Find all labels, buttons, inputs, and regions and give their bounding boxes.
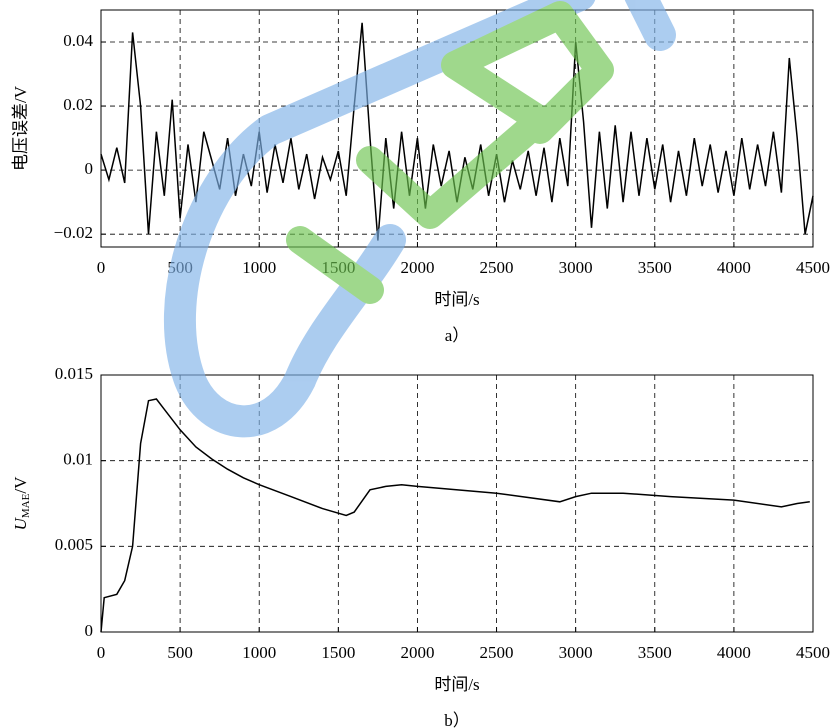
y-tick-label: 0.015 — [55, 364, 93, 383]
x-tick-label: 3000 — [559, 258, 593, 277]
x-tick-label: 3500 — [638, 258, 672, 277]
y-tick-label: −0.02 — [54, 223, 93, 242]
y-tick-label: 0.02 — [63, 95, 93, 114]
x-tick-label: 2000 — [400, 643, 434, 662]
x-tick-label: 1000 — [242, 643, 276, 662]
y-tick-label: 0 — [85, 159, 94, 178]
plot-frame — [100, 374, 814, 633]
x-tick-label: 2000 — [400, 258, 434, 277]
y-tick-label: 0.01 — [63, 450, 93, 469]
x-axis-label: 时间/s — [434, 290, 479, 309]
data-line — [100, 398, 810, 633]
plot-frame — [100, 9, 814, 248]
x-tick-label: 0 — [97, 258, 106, 277]
y-tick-label: 0 — [85, 621, 94, 640]
y-axis-label: 电压误差/V — [11, 85, 30, 171]
x-tick-label: 4000 — [717, 643, 751, 662]
y-tick-label: 0.04 — [63, 31, 93, 50]
watermark — [163, 0, 676, 438]
y-axis-label-sub: MAE — [20, 493, 32, 518]
x-tick-label: 4500 — [796, 643, 830, 662]
watermark-stroke — [163, 0, 676, 438]
x-tick-label: 3500 — [638, 643, 672, 662]
y-tick-label: 0.005 — [55, 535, 93, 554]
x-tick-label: 2500 — [480, 258, 514, 277]
x-tick-label: 3000 — [559, 643, 593, 662]
x-tick-label: 4500 — [796, 258, 830, 277]
x-axis-label: 时间/s — [434, 675, 479, 694]
caption: a） — [445, 326, 470, 345]
y-axis-label: UMAE/V — [11, 476, 32, 530]
caption: b） — [444, 711, 470, 728]
y-axis-label-main: U — [11, 516, 30, 530]
x-tick-label: 2500 — [480, 643, 514, 662]
x-tick-label: 500 — [167, 643, 193, 662]
x-tick-label: 1500 — [321, 643, 355, 662]
x-tick-label: 4000 — [717, 258, 751, 277]
x-tick-label: 1000 — [242, 258, 276, 277]
x-tick-label: 0 — [97, 643, 106, 662]
watermark-stroke — [286, 1, 614, 304]
y-axis-label-unit: /V — [11, 476, 30, 494]
